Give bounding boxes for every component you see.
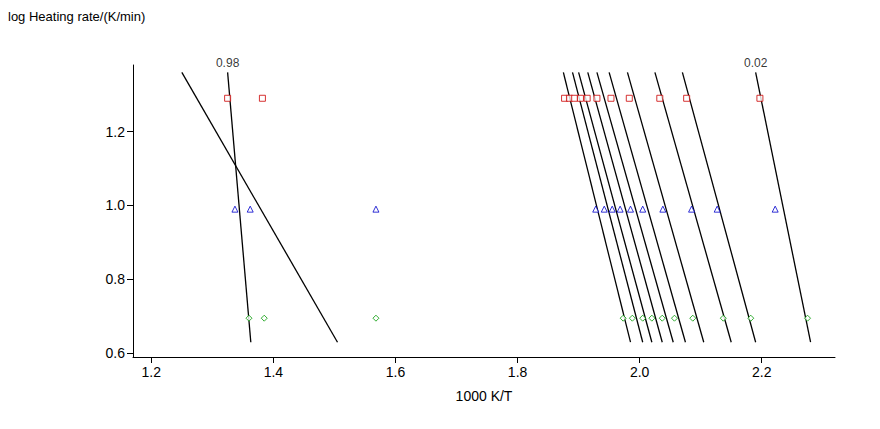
svg-text:log Heating rate/(K/min): log Heating rate/(K/min) bbox=[8, 9, 145, 24]
svg-text:1.2: 1.2 bbox=[142, 364, 162, 380]
svg-text:1.0: 1.0 bbox=[106, 197, 126, 213]
svg-text:1.8: 1.8 bbox=[508, 364, 528, 380]
svg-text:2.0: 2.0 bbox=[630, 364, 650, 380]
svg-text:2.2: 2.2 bbox=[752, 364, 772, 380]
svg-text:0.02: 0.02 bbox=[744, 56, 768, 70]
svg-text:0.6: 0.6 bbox=[106, 345, 126, 361]
svg-text:1.6: 1.6 bbox=[386, 364, 406, 380]
svg-text:1.2: 1.2 bbox=[106, 124, 126, 140]
svg-text:0.8: 0.8 bbox=[106, 271, 126, 287]
svg-text:1.4: 1.4 bbox=[264, 364, 284, 380]
svg-text:0.98: 0.98 bbox=[216, 56, 240, 70]
svg-text:1000 K/T: 1000 K/T bbox=[456, 388, 513, 404]
